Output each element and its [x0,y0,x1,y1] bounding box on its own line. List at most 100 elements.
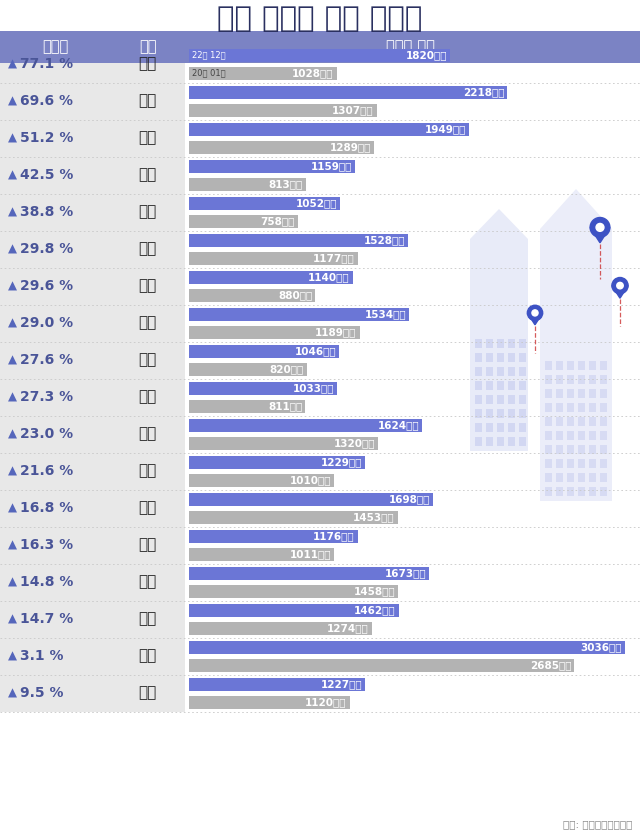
Bar [189,696,350,708]
Text: 1453만원: 1453만원 [353,512,395,522]
Bar [0,82,185,119]
Text: 강원: 강원 [138,168,157,183]
Bar [497,381,504,390]
Bar [189,399,305,413]
Bar [589,417,596,426]
Bar [567,389,574,398]
Text: 51.2 %: 51.2 % [20,131,74,145]
Bar [556,361,563,370]
Text: 1307만원: 1307만원 [332,105,374,115]
Bar [600,431,607,440]
Text: ▲: ▲ [8,279,17,293]
Bar [578,431,585,440]
Bar [600,487,607,496]
Bar [567,487,574,496]
Text: 3036만원: 3036만원 [580,642,622,652]
Text: ▲: ▲ [8,169,17,181]
Bar [0,564,185,601]
Bar [600,417,607,426]
Text: 1673만원: 1673만원 [385,568,426,578]
Text: 14.7 %: 14.7 % [20,612,73,626]
Bar [545,375,552,384]
Text: 21.6 %: 21.6 % [20,464,73,478]
Polygon shape [612,285,628,298]
Text: 1229만원: 1229만원 [321,457,362,467]
Bar [189,270,353,284]
Text: 1820만원: 1820만원 [406,50,447,60]
Bar [0,415,185,452]
Bar [189,49,451,61]
Bar [475,409,482,418]
Text: 1120만원: 1120만원 [305,697,347,707]
Bar [589,375,596,384]
Text: 29.0 %: 29.0 % [20,316,73,330]
Text: 전북: 전북 [138,389,157,404]
Text: 대전: 대전 [138,242,157,257]
Bar [519,381,526,390]
Bar [0,601,185,638]
Polygon shape [540,189,612,229]
Bar [189,640,625,654]
Text: 27.3 %: 27.3 % [20,390,73,404]
Bar [545,459,552,468]
Circle shape [527,305,543,320]
Text: 23.0 %: 23.0 % [20,427,73,441]
Bar [486,409,493,418]
Text: 77.1 %: 77.1 % [20,57,73,71]
Text: 1320만원: 1320만원 [334,438,376,448]
Text: 811만원: 811만원 [268,401,303,411]
Bar [189,122,468,136]
Bar [519,409,526,418]
Text: ▲: ▲ [8,95,17,107]
Bar [189,178,306,190]
Bar [0,45,185,82]
Text: ▲: ▲ [8,465,17,477]
Bar [540,229,612,501]
Bar [556,459,563,468]
Text: 1010만원: 1010만원 [289,475,331,485]
Bar [0,268,185,305]
Bar [508,381,515,390]
Polygon shape [470,209,528,239]
Bar [589,389,596,398]
Bar [189,419,422,431]
Text: 27.6 %: 27.6 % [20,353,73,367]
Bar [189,510,397,524]
Text: 1028만원: 1028만원 [292,68,333,78]
Bar [578,445,585,454]
Text: 1698만원: 1698만원 [388,494,429,504]
Bar [497,339,504,348]
Bar [0,378,185,415]
Bar [189,308,409,320]
Text: 42.5 %: 42.5 % [20,168,74,182]
Bar [545,361,552,370]
Bar [486,339,493,348]
Text: 울산: 울산 [138,56,157,71]
Bar [0,157,185,194]
Text: ▲: ▲ [8,612,17,626]
Bar [556,389,563,398]
Bar [0,305,185,341]
Bar [486,437,493,446]
Bar [600,473,607,482]
Text: ▲: ▲ [8,502,17,514]
Bar [0,452,185,489]
Bar [189,678,365,690]
Bar [189,456,365,468]
Text: 세종: 세종 [138,685,157,701]
Text: 충남: 충남 [138,279,157,294]
Bar [0,119,185,157]
Text: 1159만원: 1159만원 [311,161,353,171]
Bar [567,473,574,482]
Bar [589,431,596,440]
Bar [556,473,563,482]
Bar [189,66,337,80]
Bar [578,403,585,412]
Bar [189,326,360,338]
Bar [567,445,574,454]
Bar [189,566,429,580]
Text: 1176만원: 1176만원 [313,531,355,541]
Bar [567,403,574,412]
Text: ▲: ▲ [8,353,17,367]
Bar [0,341,185,378]
